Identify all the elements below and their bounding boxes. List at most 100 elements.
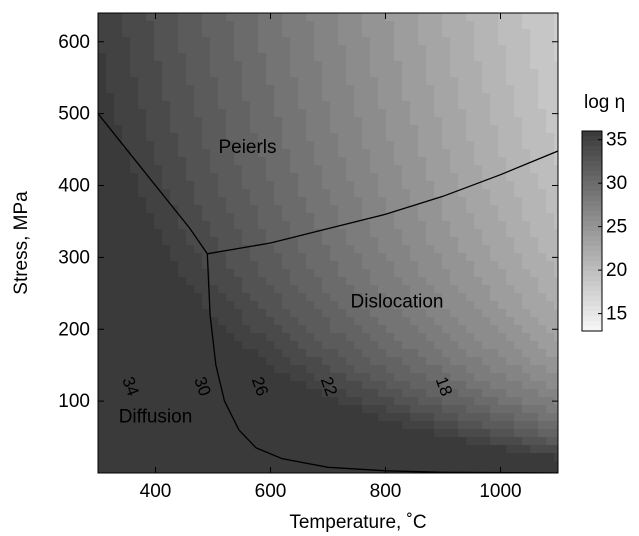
heatmap-cell bbox=[258, 29, 267, 38]
colorbar-swatch bbox=[582, 251, 602, 257]
heatmap-cell bbox=[130, 357, 139, 366]
heatmap-cell bbox=[162, 405, 171, 414]
heatmap-cell bbox=[538, 365, 547, 374]
heatmap-cell bbox=[282, 381, 291, 390]
heatmap-cell bbox=[386, 189, 395, 198]
heatmap-cell bbox=[194, 93, 203, 102]
heatmap-cell bbox=[546, 397, 555, 406]
heatmap-cell bbox=[122, 205, 131, 214]
heatmap-cell bbox=[266, 373, 275, 382]
heatmap-cell bbox=[146, 237, 155, 246]
heatmap-cell bbox=[274, 229, 283, 238]
heatmap-cell bbox=[290, 381, 299, 390]
heatmap-cell bbox=[506, 45, 515, 54]
heatmap-cell bbox=[170, 21, 179, 30]
heatmap-cell bbox=[442, 365, 451, 374]
heatmap-cell bbox=[258, 53, 267, 62]
heatmap-cell bbox=[354, 221, 363, 230]
heatmap-cell bbox=[546, 389, 555, 398]
heatmap-cell bbox=[498, 285, 507, 294]
heatmap-cell bbox=[218, 189, 227, 198]
heatmap-cell bbox=[242, 125, 251, 134]
heatmap-cell bbox=[218, 165, 227, 174]
heatmap-cell bbox=[210, 309, 219, 318]
heatmap-cell bbox=[402, 125, 411, 134]
heatmap-cell bbox=[450, 269, 459, 278]
heatmap-cell bbox=[482, 469, 491, 473]
heatmap-cell bbox=[314, 413, 323, 422]
heatmap-cell bbox=[154, 117, 163, 126]
heatmap-cell bbox=[474, 469, 483, 473]
heatmap-cell bbox=[410, 453, 419, 462]
heatmap-cell bbox=[322, 141, 331, 150]
heatmap-cell bbox=[186, 213, 195, 222]
heatmap-cell bbox=[490, 133, 499, 142]
heatmap-cell bbox=[162, 341, 171, 350]
heatmap-cell bbox=[274, 277, 283, 286]
heatmap-cell bbox=[482, 197, 491, 206]
heatmap-cell bbox=[410, 405, 419, 414]
heatmap-cell bbox=[442, 37, 451, 46]
heatmap-cell bbox=[194, 405, 203, 414]
heatmap-cell bbox=[290, 125, 299, 134]
heatmap-cell bbox=[202, 69, 211, 78]
heatmap-cell bbox=[106, 69, 115, 78]
heatmap-cell bbox=[554, 125, 558, 134]
heatmap-cell bbox=[434, 197, 443, 206]
heatmap-cell bbox=[322, 285, 331, 294]
heatmap-cell bbox=[458, 389, 467, 398]
heatmap-cell bbox=[434, 189, 443, 198]
heatmap-cell bbox=[354, 13, 363, 22]
heatmap-cell bbox=[474, 405, 483, 414]
heatmap-cell bbox=[546, 421, 555, 430]
heatmap-cell bbox=[498, 165, 507, 174]
heatmap-cell bbox=[514, 285, 523, 294]
heatmap-cell bbox=[106, 285, 115, 294]
heatmap-cell bbox=[426, 109, 435, 118]
heatmap-cell bbox=[154, 165, 163, 174]
heatmap-cell bbox=[554, 301, 558, 310]
heatmap-cell bbox=[362, 13, 371, 22]
heatmap-cell bbox=[138, 357, 147, 366]
heatmap-cell bbox=[346, 13, 355, 22]
heatmap-cell bbox=[306, 221, 315, 230]
heatmap-cell bbox=[450, 261, 459, 270]
heatmap-cell bbox=[162, 237, 171, 246]
heatmap-cell bbox=[386, 445, 395, 454]
heatmap-cell bbox=[546, 245, 555, 254]
colorbar-swatch bbox=[582, 296, 602, 302]
heatmap-cell bbox=[306, 237, 315, 246]
heatmap-cell bbox=[186, 141, 195, 150]
heatmap-cell bbox=[250, 173, 259, 182]
heatmap-cell bbox=[210, 413, 219, 422]
heatmap-cell bbox=[306, 53, 315, 62]
heatmap-cell bbox=[506, 413, 515, 422]
heatmap-cell bbox=[122, 189, 131, 198]
heatmap-cell bbox=[258, 93, 267, 102]
heatmap-cell bbox=[282, 13, 291, 22]
heatmap-cell bbox=[370, 453, 379, 462]
heatmap-cell bbox=[458, 197, 467, 206]
heatmap-cell bbox=[98, 189, 107, 198]
heatmap-cell bbox=[458, 357, 467, 366]
heatmap-cell bbox=[410, 229, 419, 238]
heatmap-cell bbox=[434, 165, 443, 174]
heatmap-cell bbox=[266, 149, 275, 158]
heatmap-cell bbox=[362, 109, 371, 118]
heatmap-cell bbox=[130, 429, 139, 438]
heatmap-cell bbox=[434, 453, 443, 462]
heatmap-cell bbox=[434, 317, 443, 326]
colorbar-swatch bbox=[582, 241, 602, 247]
heatmap-cell bbox=[498, 45, 507, 54]
heatmap-cell bbox=[450, 173, 459, 182]
heatmap-cell bbox=[410, 21, 419, 30]
heatmap-cell bbox=[210, 85, 219, 94]
heatmap-cell bbox=[458, 13, 467, 22]
heatmap-cell bbox=[522, 453, 531, 462]
heatmap-cell bbox=[402, 189, 411, 198]
heatmap-cell bbox=[138, 13, 147, 22]
heatmap-cell bbox=[322, 261, 331, 270]
heatmap-cell bbox=[330, 349, 339, 358]
heatmap-cell bbox=[378, 461, 387, 470]
heatmap-cell bbox=[282, 133, 291, 142]
